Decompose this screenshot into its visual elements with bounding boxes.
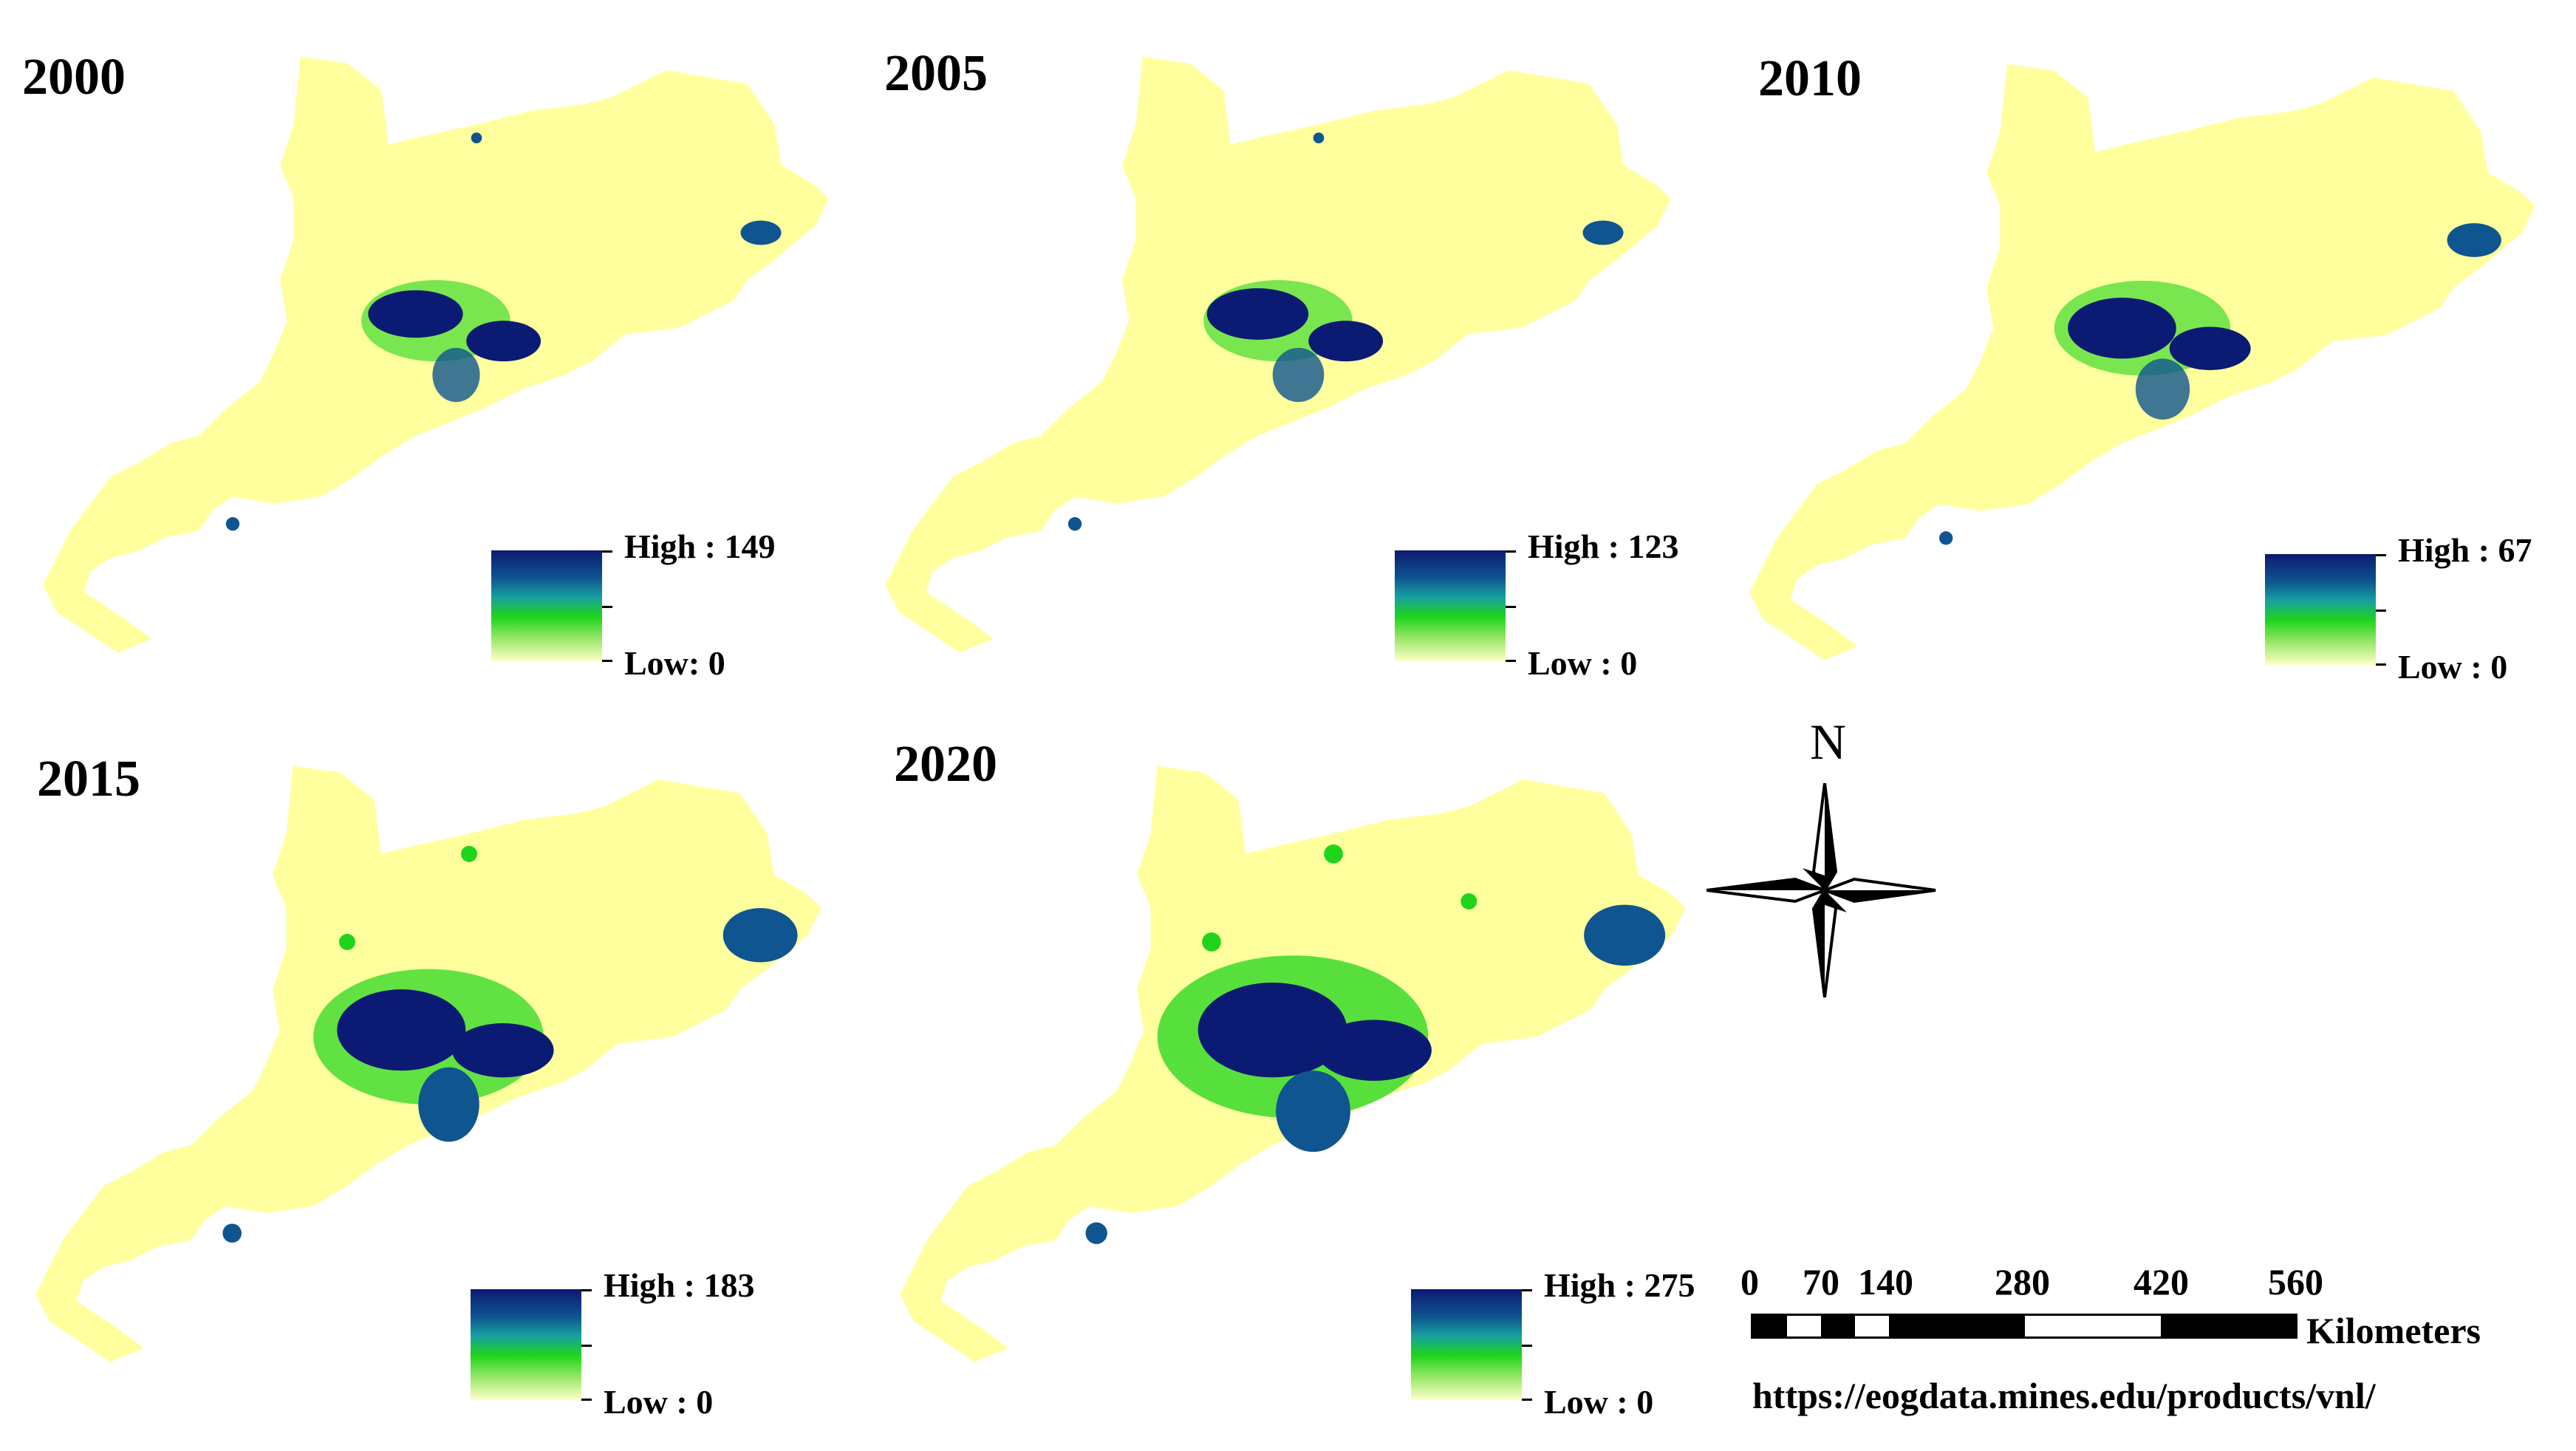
scale-tick-label: 420	[2133, 1261, 2189, 1303]
scale-units-label: Kilometers	[2306, 1310, 2481, 1351]
legend-tick	[602, 660, 612, 662]
scale-tick-label: 280	[1995, 1261, 2050, 1303]
legend: High : 67 Low : 0	[2265, 533, 2576, 684]
scale-tick-label: 140	[1858, 1261, 1913, 1303]
legend-tick	[1506, 660, 1516, 662]
guangdong-map-2015	[35, 765, 821, 1362]
legend-low-label: Low : 0	[1528, 644, 1638, 682]
guangdong-map-2020	[900, 765, 1686, 1362]
legend-tick	[602, 606, 612, 608]
year-label: 2015	[37, 751, 140, 808]
color-ramp	[491, 550, 602, 661]
legend-high-label: High : 67	[2398, 531, 2532, 569]
scale-segment	[1821, 1316, 1855, 1336]
scale-segment	[1889, 1316, 2025, 1336]
legend: High : 123 Low : 0	[1395, 530, 1735, 680]
north-arrow-compass-icon	[1706, 783, 1936, 998]
legend-tick	[1522, 1289, 1532, 1291]
color-ramp	[471, 1289, 581, 1400]
legend-tick	[1522, 1345, 1532, 1347]
legend-tick	[2376, 554, 2386, 556]
legend-tick	[1506, 606, 1516, 608]
scale-tick-label: 70	[1803, 1261, 1839, 1303]
legend-high-label: High : 149	[624, 528, 776, 565]
north-label: N	[1810, 714, 1847, 770]
legend-tick	[581, 1345, 592, 1347]
legend: High : 149 Low: 0	[491, 530, 831, 680]
scale-segment	[1787, 1316, 1821, 1336]
guangdong-map-2005	[885, 56, 1671, 653]
legend-tick	[581, 1399, 592, 1401]
legend-low-label: Low: 0	[624, 644, 725, 682]
year-label: 2020	[894, 736, 997, 793]
legend-tick	[1522, 1399, 1532, 1401]
scale-segment	[1855, 1316, 1889, 1336]
year-label: 2005	[884, 45, 988, 102]
scale-segment	[2025, 1316, 2161, 1336]
legend: High : 183 Low : 0	[471, 1269, 810, 1419]
legend: High : 275 Low : 0	[1411, 1269, 1751, 1419]
guangdong-map-2010	[1749, 64, 2535, 660]
scale-tick-label: 0	[1740, 1261, 1759, 1303]
legend-high-label: High : 123	[1528, 528, 1679, 565]
source-url: https://eogdata.mines.edu/products/vnl/	[1752, 1375, 2376, 1416]
guangdong-map-2000	[43, 56, 829, 653]
legend-tick	[2376, 663, 2386, 666]
scale-segment	[1753, 1316, 1787, 1336]
legend-high-label: High : 275	[1544, 1266, 1695, 1304]
legend-tick	[2376, 610, 2386, 612]
year-label: 2000	[22, 49, 126, 106]
legend-low-label: Low : 0	[2398, 648, 2508, 686]
legend-tick	[1506, 550, 1516, 553]
scale-tick-label: 560	[2268, 1261, 2323, 1303]
legend-low-label: Low : 0	[1544, 1383, 1654, 1421]
legend-high-label: High : 183	[604, 1266, 755, 1304]
scale-segment	[2161, 1316, 2295, 1336]
color-ramp	[2265, 554, 2376, 665]
legend-low-label: Low : 0	[604, 1383, 714, 1421]
color-ramp	[1395, 550, 1506, 661]
legend-tick	[602, 550, 612, 553]
color-ramp	[1411, 1289, 1522, 1400]
legend-tick	[581, 1289, 592, 1291]
scale-bar	[1751, 1314, 2297, 1339]
year-label: 2010	[1758, 50, 1862, 107]
